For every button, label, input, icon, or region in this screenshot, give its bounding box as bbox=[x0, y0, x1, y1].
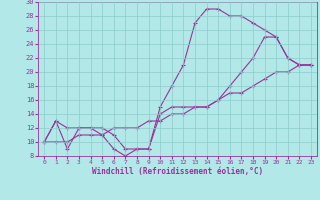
X-axis label: Windchill (Refroidissement éolien,°C): Windchill (Refroidissement éolien,°C) bbox=[92, 167, 263, 176]
